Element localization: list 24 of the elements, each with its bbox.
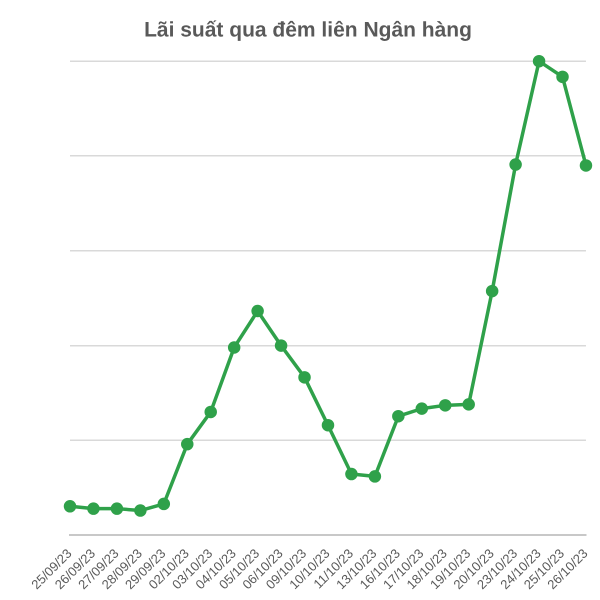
point [322,418,334,432]
point [556,70,569,84]
point [392,410,405,422]
point [204,406,217,418]
point [158,498,170,510]
point [251,304,264,318]
point [64,500,76,513]
point [532,54,546,68]
point [509,158,522,171]
point [87,502,100,515]
point [110,502,124,515]
point [298,371,311,384]
point [134,504,147,517]
point [416,402,428,415]
point [439,399,452,412]
point [486,284,498,298]
chart-title: Lãi suất qua đêm liên Ngân hàng [144,18,472,42]
point [580,159,592,172]
point [274,339,288,352]
point [228,341,240,354]
point [345,468,358,480]
point [181,438,194,450]
point [368,470,382,483]
point [462,398,475,411]
